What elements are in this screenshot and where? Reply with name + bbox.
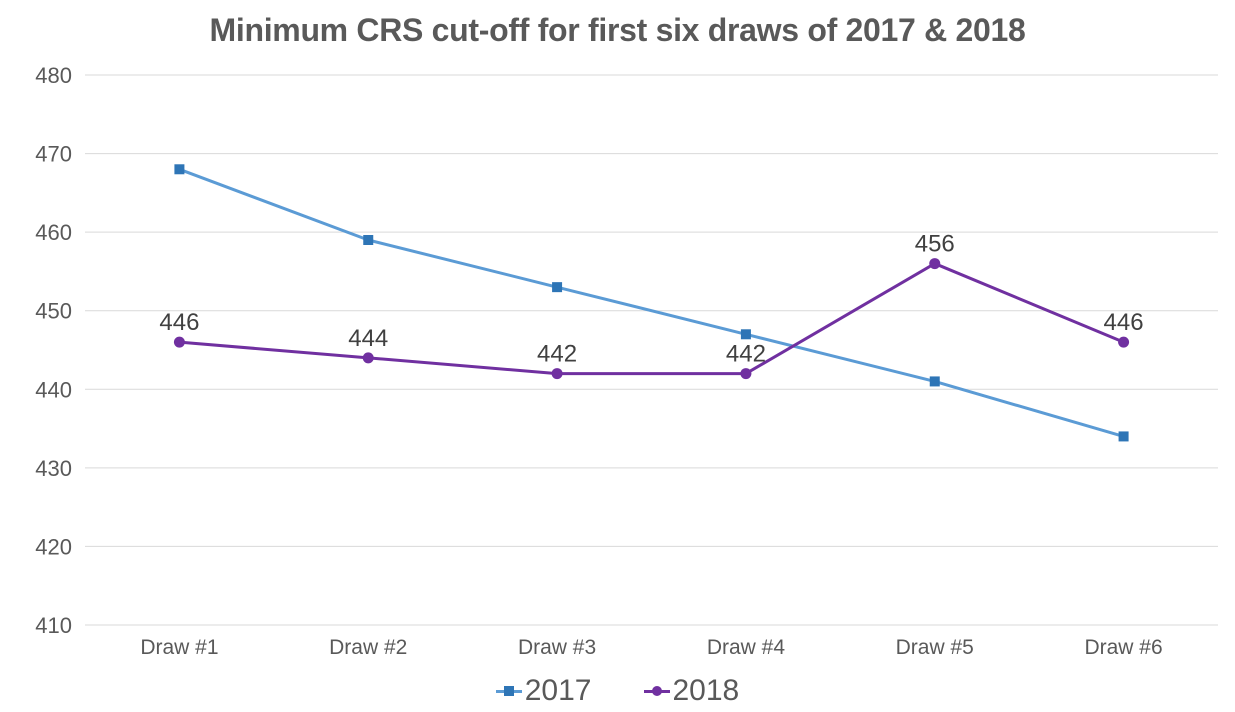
legend-2017-square-marker-icon <box>495 684 522 698</box>
y-tick-label: 480 <box>35 63 72 88</box>
x-axis-label: Draw #1 <box>140 636 218 659</box>
series-2018-marker <box>929 258 941 270</box>
series-2017-marker <box>740 329 751 340</box>
legend-2017-label: 2017 <box>524 674 592 707</box>
y-tick-label: 450 <box>35 299 72 324</box>
data-label: 442 <box>537 341 577 368</box>
y-tick-label: 470 <box>35 142 72 167</box>
legend-2017-square-swatch <box>503 686 514 696</box>
x-axis-label: Draw #4 <box>707 636 786 659</box>
series-2018-marker <box>1118 336 1130 348</box>
data-label: 444 <box>348 325 388 352</box>
y-tick-label: 420 <box>35 534 72 559</box>
series-2018-marker <box>362 352 374 364</box>
y-tick-label: 430 <box>35 456 72 481</box>
legend-item-2018: 2018 <box>643 674 740 708</box>
legend-item-2017: 2017 <box>495 674 592 708</box>
y-tick-label: 460 <box>35 220 72 245</box>
legend-2018-circle-marker-icon <box>643 684 670 698</box>
series-2018-marker <box>173 336 185 348</box>
x-axis-label: Draw #2 <box>329 636 407 659</box>
series-2018-marker <box>551 368 563 380</box>
y-tick-label: 440 <box>35 377 72 402</box>
chart-title: Minimum CRS cut-off for first six draws … <box>209 12 1026 48</box>
series-2018-line <box>177 262 1126 376</box>
series-2017-marker <box>552 282 563 293</box>
x-axis-label: Draw #3 <box>518 636 596 659</box>
series-2017-marker <box>363 235 374 245</box>
data-label: 446 <box>1104 309 1144 336</box>
series-2017-marker <box>174 164 185 175</box>
x-axis-label: Draw #6 <box>1084 636 1162 659</box>
series-2017-marker <box>1118 431 1129 442</box>
legend-2018-label: 2018 <box>672 674 740 707</box>
data-label: 456 <box>915 231 955 258</box>
data-label: 442 <box>726 341 766 368</box>
series-2018-marker <box>740 368 752 380</box>
data-label: 446 <box>159 309 199 336</box>
chart-legend: 2017 2018 <box>0 672 1235 710</box>
y-tick-label: 410 <box>35 613 72 638</box>
series-2017-marker <box>929 376 940 387</box>
x-axis-label: Draw #5 <box>896 636 974 659</box>
series-2017-line <box>177 167 1126 438</box>
legend-2018-circle-swatch <box>651 686 662 696</box>
